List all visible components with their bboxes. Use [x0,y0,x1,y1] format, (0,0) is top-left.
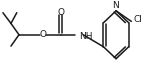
Text: Cl: Cl [134,14,143,24]
Text: O: O [40,30,47,39]
Text: O: O [57,8,64,17]
Text: NH: NH [79,32,92,40]
Text: N: N [112,1,119,10]
